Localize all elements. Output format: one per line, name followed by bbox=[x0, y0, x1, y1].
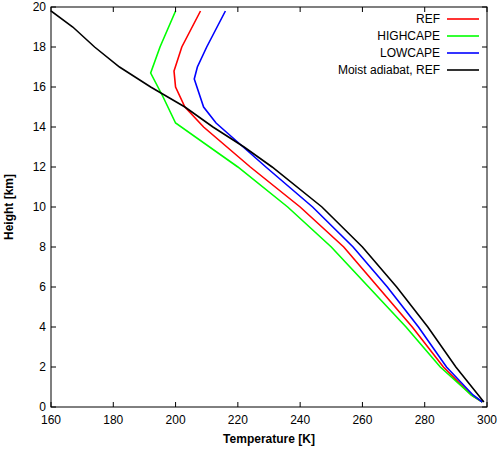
x-tick-top bbox=[487, 7, 488, 12]
plot-lines bbox=[51, 11, 484, 402]
x-tick-label: 180 bbox=[103, 413, 123, 427]
legend-label: HIGHCAPE bbox=[377, 29, 440, 43]
y-tick bbox=[51, 167, 56, 168]
legend-swatch bbox=[447, 69, 479, 71]
series-line bbox=[51, 11, 484, 402]
y-tick-label: 12 bbox=[33, 160, 47, 174]
x-tick bbox=[175, 402, 176, 407]
y-tick-right bbox=[482, 87, 487, 88]
x-tick-top bbox=[300, 7, 301, 12]
x-tick bbox=[362, 402, 363, 407]
y-tick-right bbox=[482, 47, 487, 48]
x-tick-label: 160 bbox=[41, 413, 61, 427]
y-tick-label: 10 bbox=[33, 200, 47, 214]
legend-swatch bbox=[447, 18, 479, 20]
y-tick-right bbox=[482, 327, 487, 328]
y-tick bbox=[51, 207, 56, 208]
y-tick-right bbox=[482, 127, 487, 128]
y-axis-title: Height [km] bbox=[2, 174, 16, 240]
x-axis-title: Temperature [K] bbox=[223, 432, 315, 446]
y-tick-label: 4 bbox=[39, 320, 46, 334]
x-tick-top bbox=[237, 7, 238, 12]
plot-frame bbox=[51, 7, 487, 407]
x-tick-label: 220 bbox=[228, 413, 248, 427]
y-tick bbox=[51, 407, 56, 408]
y-tick bbox=[51, 47, 56, 48]
x-tick bbox=[51, 402, 52, 407]
y-tick-right bbox=[482, 247, 487, 248]
x-tick bbox=[424, 402, 425, 407]
y-tick-right bbox=[482, 287, 487, 288]
x-tick-top bbox=[113, 7, 114, 12]
y-tick-label: 16 bbox=[33, 80, 47, 94]
legend-label: REF bbox=[416, 12, 440, 26]
y-tick-label: 6 bbox=[39, 280, 46, 294]
chart: 160 180 200 220 240 260 280 300 0 2 4 6 8 10 12 14 16 18 2… bbox=[0, 0, 500, 455]
legend-swatch bbox=[447, 35, 479, 37]
y-tick bbox=[51, 247, 56, 248]
x-tick-label: 260 bbox=[352, 413, 372, 427]
x-tick bbox=[487, 402, 488, 407]
y-tick bbox=[51, 327, 56, 328]
legend-swatch bbox=[447, 52, 479, 54]
x-tick bbox=[113, 402, 114, 407]
y-tick-label: 20 bbox=[33, 0, 47, 14]
x-tick-label: 200 bbox=[166, 413, 186, 427]
x-tick-top bbox=[362, 7, 363, 12]
x-tick-top bbox=[175, 7, 176, 12]
x-tick bbox=[237, 402, 238, 407]
y-tick bbox=[51, 127, 56, 128]
y-tick bbox=[51, 7, 56, 8]
y-tick bbox=[51, 287, 56, 288]
y-tick-label: 0 bbox=[39, 400, 46, 414]
y-tick-right bbox=[482, 207, 487, 208]
y-tick-label: 14 bbox=[33, 120, 47, 134]
series-line bbox=[151, 11, 483, 402]
x-tick-top bbox=[51, 7, 52, 12]
x-tick-label: 240 bbox=[290, 413, 310, 427]
y-tick-right bbox=[482, 367, 487, 368]
x-tick-label: 300 bbox=[477, 413, 497, 427]
y-tick-right bbox=[482, 167, 487, 168]
series-line bbox=[174, 11, 482, 402]
legend-label: Moist adiabat, REF bbox=[338, 63, 440, 77]
y-tick-label: 18 bbox=[33, 40, 47, 54]
y-tick-right bbox=[482, 407, 487, 408]
y-tick-right bbox=[482, 7, 487, 8]
y-tick-label: 2 bbox=[39, 360, 46, 374]
y-tick bbox=[51, 367, 56, 368]
legend-label: LOWCAPE bbox=[380, 46, 440, 60]
x-tick-label: 280 bbox=[415, 413, 435, 427]
y-tick bbox=[51, 87, 56, 88]
x-tick bbox=[300, 402, 301, 407]
y-tick-label: 8 bbox=[39, 240, 46, 254]
